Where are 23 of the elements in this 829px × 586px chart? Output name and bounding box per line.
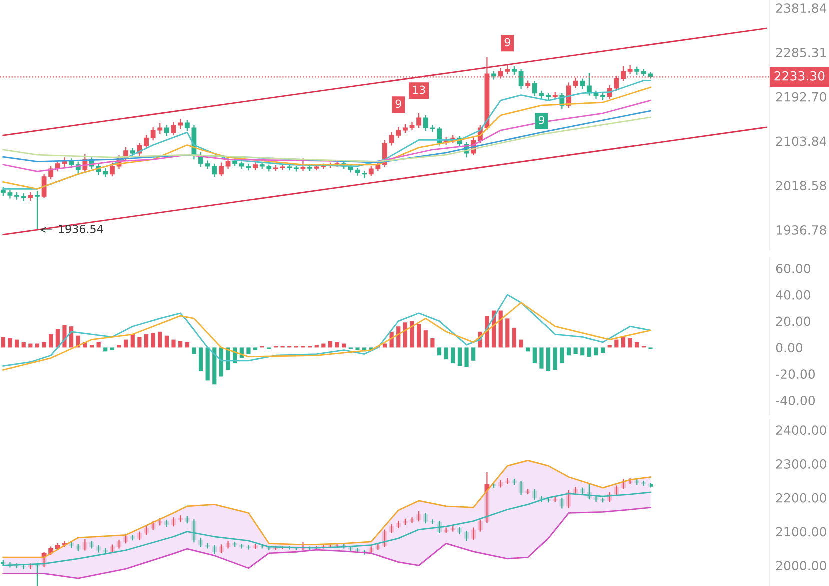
y-tick-label: 40.00 <box>776 290 811 300</box>
y-tick-label: 2285.31 <box>776 48 826 58</box>
y-tick-label: 1936.78 <box>776 225 826 235</box>
text: 13 <box>413 86 426 94</box>
y-tick-label: 20.00 <box>776 316 811 326</box>
y-tick-label: 2381.84 <box>776 4 827 14</box>
y-tick-label: 2300.00 <box>776 460 826 469</box>
text: 9 <box>396 100 402 108</box>
text: 9 <box>504 38 510 47</box>
y-tick-label: 2018.58 <box>776 181 826 191</box>
y-tick-label: 2200.00 <box>776 493 826 503</box>
y-tick-label: -40.00 <box>776 396 816 406</box>
y-tick-label: 60.00 <box>776 264 811 274</box>
y-tick-label: -20.00 <box>776 370 816 380</box>
y-tick-label: 2103.84 <box>776 136 827 146</box>
y-tick-label: 2000.00 <box>776 561 826 571</box>
y-tick-label: 2400.00 <box>776 426 826 436</box>
text: 9 <box>538 116 544 124</box>
y-tick-label: 2192.70 <box>776 92 826 102</box>
y-tick-label: 2100.00 <box>776 527 826 537</box>
text: 1936.54 <box>59 224 104 234</box>
y-tick-label: 0.00 <box>776 343 803 353</box>
ref-line-label: 2233.30 <box>774 71 825 81</box>
